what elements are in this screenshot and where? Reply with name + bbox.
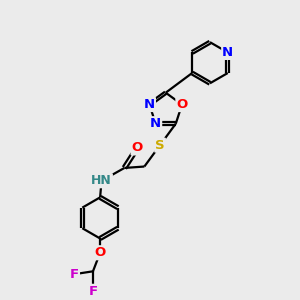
Text: O: O (176, 98, 188, 111)
Text: F: F (88, 285, 98, 298)
Text: N: N (144, 98, 155, 111)
Text: O: O (132, 142, 143, 154)
Text: O: O (94, 246, 106, 259)
Text: S: S (155, 139, 165, 152)
Text: N: N (150, 117, 161, 130)
Text: N: N (222, 46, 233, 59)
Text: F: F (70, 268, 79, 281)
Text: HN: HN (91, 174, 112, 187)
